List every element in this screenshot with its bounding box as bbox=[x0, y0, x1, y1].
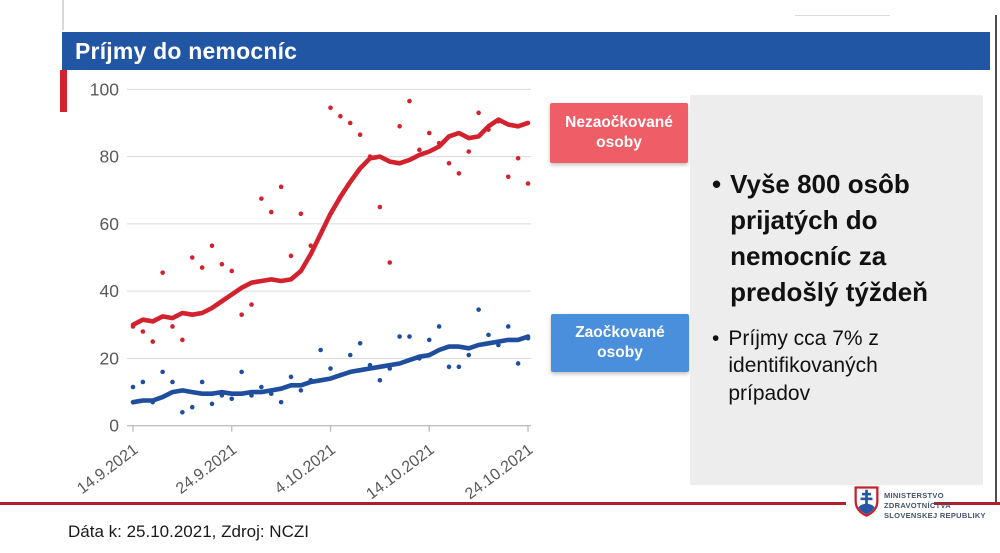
ministry-name: MINISTERSTVO ZDRAVOTNÍCTVA SLOVENSKEJ RE… bbox=[884, 491, 986, 521]
key-fact-2-text: Príjmy cca 7% z identifikovaných prípado… bbox=[728, 326, 879, 406]
key-facts-panel: • Vyše 800 osôb prijatých do nemocníc za… bbox=[690, 95, 983, 485]
bullet-icon: • bbox=[712, 326, 720, 350]
slovak-coat-of-arms-icon bbox=[854, 486, 879, 517]
legend-unvaccinated-text: Nezaočkované osoby bbox=[565, 113, 673, 151]
svg-text:4.10.2021: 4.10.2021 bbox=[272, 441, 339, 497]
svg-text:0: 0 bbox=[109, 416, 119, 436]
svg-text:14.9.2021: 14.9.2021 bbox=[74, 441, 141, 497]
x-axis bbox=[127, 425, 531, 432]
svg-text:100: 100 bbox=[90, 79, 119, 99]
ministry-name-line2: ZDRAVOTNÍCTVA bbox=[884, 501, 951, 510]
footer-divider-right bbox=[934, 502, 1000, 505]
bullet-icon: • bbox=[712, 169, 722, 199]
footer-divider-left bbox=[0, 502, 846, 505]
svg-text:80: 80 bbox=[100, 147, 120, 167]
page-title: Príjmy do nemocníc bbox=[75, 38, 298, 64]
ministry-name-line1: MINISTERSTVO bbox=[884, 491, 944, 500]
blue-trend-line bbox=[130, 334, 531, 405]
legend-vaccinated-text: Zaočkované osoby bbox=[575, 323, 665, 361]
blue-scatter-points bbox=[130, 307, 531, 415]
key-fact-1: • Vyše 800 osôb prijatých do nemocníc za… bbox=[712, 167, 963, 311]
legend-vaccinated-label: Zaočkované osoby bbox=[551, 314, 689, 372]
ministry-logo: MINISTERSTVO ZDRAVOTNÍCTVA SLOVENSKEJ RE… bbox=[854, 486, 994, 530]
gridlines bbox=[127, 88, 531, 359]
svg-text:14.10.2021: 14.10.2021 bbox=[363, 441, 437, 503]
ministry-name-line3: SLOVENSKEJ REPUBLIKY bbox=[884, 511, 986, 520]
x-axis-labels: 14.9.2021 24.9.2021 4.10.2021 14.10.2021 24.… bbox=[74, 441, 536, 503]
svg-text:60: 60 bbox=[100, 214, 120, 234]
top-gray-divider bbox=[62, 0, 64, 30]
svg-text:40: 40 bbox=[100, 281, 120, 301]
slide-right-edge bbox=[995, 15, 997, 503]
red-trend-line bbox=[130, 117, 531, 328]
y-axis-labels: 0 20 40 60 80 100 bbox=[90, 79, 119, 435]
slide-top-edge bbox=[795, 15, 890, 16]
data-source-note: Dáta k: 25.10.2021, Zdroj: NCZI bbox=[68, 522, 309, 541]
key-fact-1-text: Vyše 800 osôb prijatých do nemocníc za p… bbox=[730, 169, 929, 307]
key-fact-2: • Príjmy cca 7% z identifikovaných prípa… bbox=[712, 325, 963, 409]
svg-text:24.10.2021: 24.10.2021 bbox=[462, 441, 536, 503]
header-bar: Príjmy do nemocníc bbox=[62, 32, 990, 70]
svg-text:20: 20 bbox=[100, 348, 120, 368]
red-accent-bar bbox=[60, 70, 67, 112]
legend-unvaccinated-label: Nezaočkované osoby bbox=[550, 103, 688, 163]
svg-text:24.9.2021: 24.9.2021 bbox=[173, 441, 240, 497]
